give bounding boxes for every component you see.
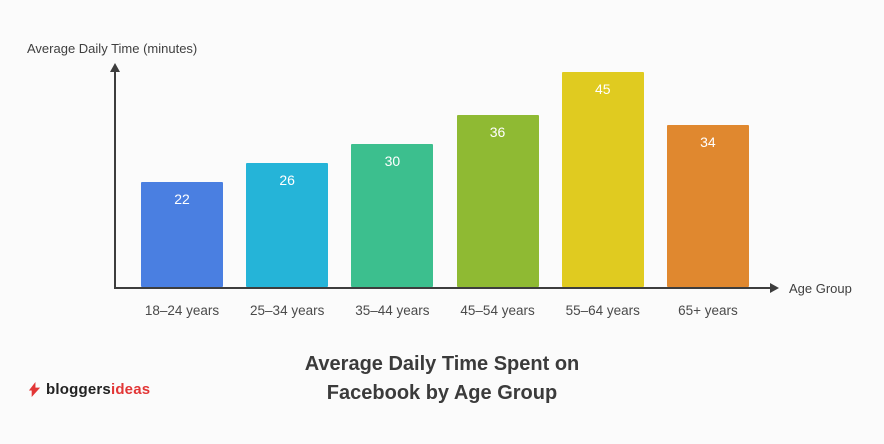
bloggersideas-logo: bloggersideas: [27, 381, 150, 398]
bar-group: 30 35–44 years: [340, 72, 444, 318]
plot-area: 22 18–24 years 26 25–34 years 30 35–44 years 3…: [130, 72, 760, 318]
bar-series: 22 18–24 years 26 25–34 years 30 35–44 years 3…: [130, 72, 760, 318]
bloggersideas-logo-icon: [28, 382, 41, 397]
x-tick-label: 55–64 years: [565, 303, 640, 318]
logo-text: bloggersideas: [46, 381, 150, 398]
logo-text-red: ideas: [110, 381, 151, 398]
x-tick-label: 35–44 years: [355, 303, 430, 318]
y-axis-line: [114, 72, 116, 289]
x-axis-line: [114, 287, 770, 289]
bar: 45: [561, 72, 644, 287]
x-axis-arrowhead-icon: [770, 283, 779, 293]
bar-group: 36 45–54 years: [446, 72, 550, 318]
bar: 22: [141, 182, 223, 287]
bar-slot: 22: [130, 72, 234, 287]
bar-slot: 45: [551, 72, 655, 287]
bar: 30: [351, 144, 434, 287]
bar: 26: [246, 163, 329, 287]
bar-group: 45 55–64 years: [551, 72, 655, 318]
bar-slot: 34: [656, 72, 760, 287]
bar-value-label: 36: [489, 124, 506, 140]
x-tick-label: 18–24 years: [144, 303, 220, 318]
chart-title-line1: Average Daily Time Spent on: [304, 353, 580, 375]
x-tick-label: 45–54 years: [460, 303, 535, 318]
bar-slot: 36: [446, 72, 550, 287]
bar-group: 34 65+ years: [656, 72, 760, 318]
x-axis-label: Age Group: [789, 281, 852, 296]
x-tick-label: 25–34 years: [250, 303, 325, 318]
logo-text-dark: bloggers: [46, 381, 111, 398]
bar: 34: [666, 125, 749, 287]
bar-value-label: 26: [279, 172, 295, 188]
y-axis-label: Average Daily Time (minutes): [27, 41, 198, 56]
bar-value-label: 45: [594, 81, 611, 97]
bar-slot: 26: [235, 72, 339, 287]
bar-value-label: 34: [700, 134, 716, 150]
chart-title-line2: Facebook by Age Group: [326, 382, 558, 404]
chart-title: Average Daily Time Spent on Facebook by …: [0, 350, 884, 408]
bar-value-label: 22: [174, 191, 190, 207]
bar-group: 22 18–24 years: [130, 72, 234, 318]
bar-slot: 30: [340, 72, 444, 287]
x-tick-label: 65+ years: [678, 303, 738, 318]
bar-group: 26 25–34 years: [235, 72, 339, 318]
bar-value-label: 30: [384, 153, 401, 169]
y-axis-arrowhead-icon: [110, 63, 120, 72]
bar: 36: [456, 115, 539, 287]
